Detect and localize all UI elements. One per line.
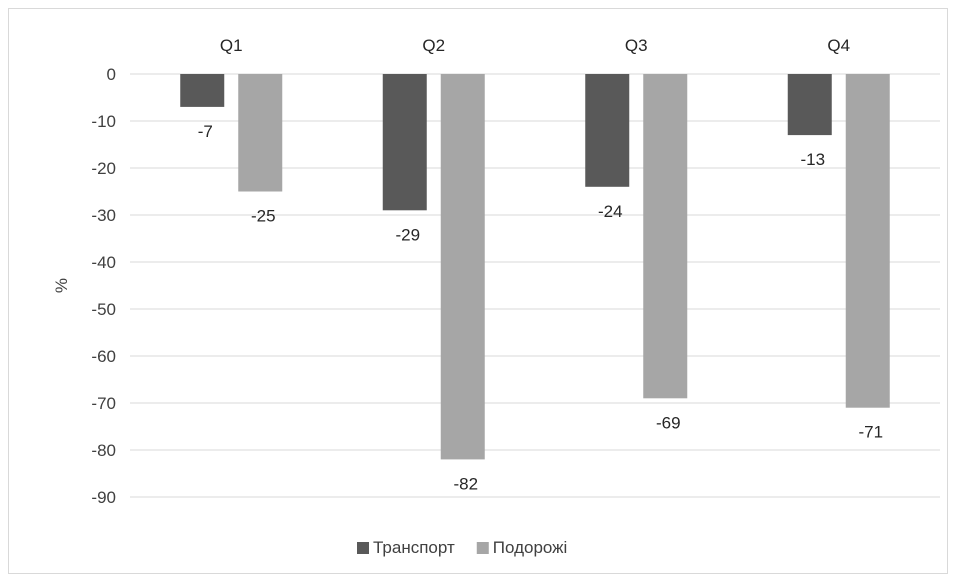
- y-axis-label: %: [52, 278, 71, 293]
- category-label: Q4: [827, 36, 850, 55]
- y-tick-label: -90: [91, 488, 116, 507]
- bar: [382, 74, 427, 211]
- bar: [585, 74, 630, 187]
- bar: [238, 74, 283, 192]
- bar: [845, 74, 890, 408]
- data-label: -7: [198, 122, 213, 141]
- y-tick-label: -60: [91, 347, 116, 366]
- bar: [180, 74, 225, 107]
- category-label: Q3: [625, 36, 648, 55]
- y-tick-label: -40: [91, 253, 116, 272]
- data-label: -71: [858, 423, 883, 442]
- data-label: -82: [453, 474, 478, 493]
- data-label: -25: [251, 207, 276, 226]
- legend-swatch: [476, 542, 489, 554]
- y-tick-label: -20: [91, 159, 116, 178]
- y-tick-label: -70: [91, 394, 116, 413]
- legend-label: Подорожі: [493, 538, 568, 557]
- data-label: -24: [598, 202, 623, 221]
- y-tick-label: 0: [107, 65, 116, 84]
- data-label: -29: [395, 225, 420, 244]
- category-label: Q1: [220, 36, 243, 55]
- y-tick-label: -80: [91, 441, 116, 460]
- y-tick-label: -30: [91, 206, 116, 225]
- y-tick-label: -50: [91, 300, 116, 319]
- bar: [440, 74, 485, 460]
- legend-swatch: [357, 542, 369, 554]
- data-label: -13: [800, 150, 825, 169]
- y-tick-label: -10: [91, 112, 116, 131]
- data-label: -69: [656, 413, 681, 432]
- bar: [643, 74, 688, 399]
- category-label: Q2: [422, 36, 445, 55]
- legend-label: Транспорт: [373, 538, 455, 557]
- bar: [787, 74, 832, 136]
